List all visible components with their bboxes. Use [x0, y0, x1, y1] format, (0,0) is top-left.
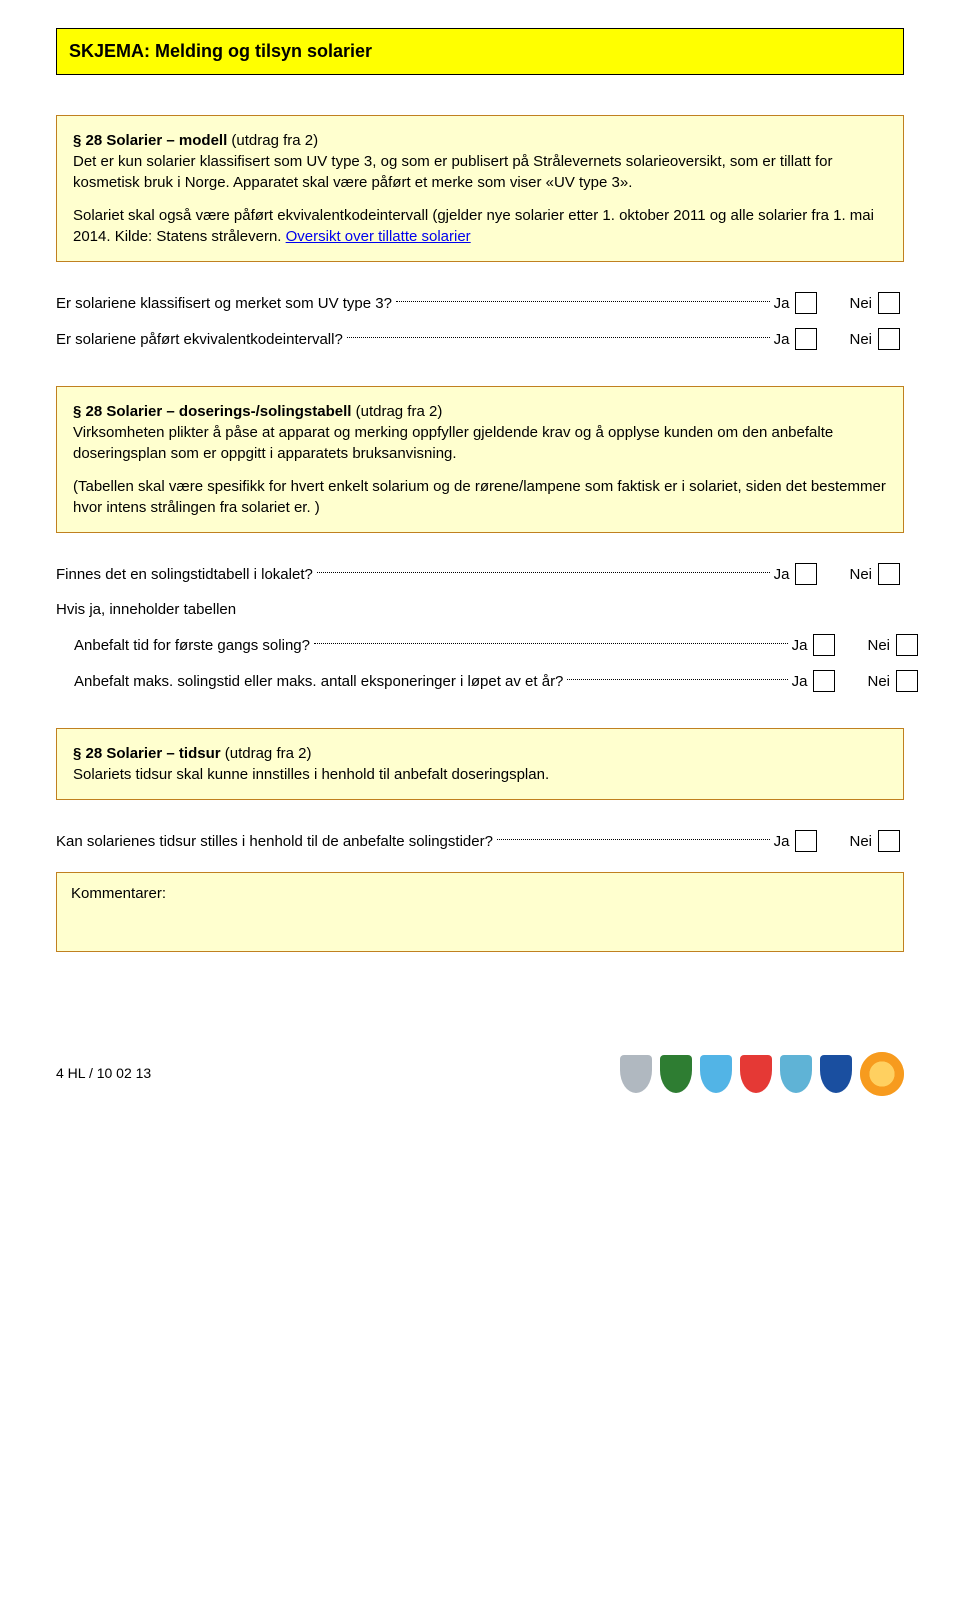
- box1-p1: Det er kun solarier klassifisert som UV …: [73, 153, 832, 191]
- box2-p1: Virksomheten plikter å påse at apparat o…: [73, 424, 833, 462]
- q5-text: Anbefalt maks. solingstid eller maks. an…: [74, 671, 563, 692]
- box1-p2a: Solariet skal også være påført ekvivalen…: [73, 207, 874, 245]
- sun-icon: [860, 1052, 904, 1096]
- leader-dots: [396, 301, 770, 302]
- ja-label: Ja: [774, 329, 790, 350]
- nei-label: Nei: [849, 564, 872, 585]
- leader-dots: [347, 337, 770, 338]
- question-row-5: Anbefalt maks. solingstid eller maks. an…: [74, 670, 922, 692]
- q6-text: Kan solarienes tidsur stilles i henhold …: [56, 831, 493, 852]
- shield-icon: [660, 1055, 692, 1093]
- box3-heading: § 28 Solarier – tidsur: [73, 745, 225, 762]
- q2-ja-checkbox[interactable]: [795, 328, 817, 350]
- shield-icon: [700, 1055, 732, 1093]
- ja-label: Ja: [774, 831, 790, 852]
- comments-label: Kommentarer:: [71, 885, 166, 902]
- info-box-timer: § 28 Solarier – tidsur (utdrag fra 2) So…: [56, 728, 904, 800]
- info-box-model: § 28 Solarier – modell (utdrag fra 2) De…: [56, 115, 904, 262]
- q6-nei-checkbox[interactable]: [878, 830, 900, 852]
- leader-dots: [497, 839, 770, 840]
- question-row-1: Er solariene klassifisert og merket som …: [56, 292, 904, 314]
- q1-ja-checkbox[interactable]: [795, 292, 817, 314]
- nei-label: Nei: [867, 635, 890, 656]
- nei-label: Nei: [867, 671, 890, 692]
- box1-subhead: (utdrag fra 2): [231, 132, 318, 149]
- info-box-dosing: § 28 Solarier – doserings-/solingstabell…: [56, 386, 904, 533]
- question-row-4: Anbefalt tid for første gangs soling? Ja…: [74, 634, 922, 656]
- ja-label: Ja: [792, 635, 808, 656]
- shield-icon: [780, 1055, 812, 1093]
- box3-subhead: (utdrag fra 2): [225, 745, 312, 762]
- box1-heading: § 28 Solarier – modell: [73, 132, 231, 149]
- ja-label: Ja: [792, 671, 808, 692]
- q1-text: Er solariene klassifisert og merket som …: [56, 293, 392, 314]
- question-row-2: Er solariene påført ekvivalentkodeinterv…: [56, 328, 904, 350]
- comments-box[interactable]: Kommentarer:: [56, 872, 904, 952]
- q3-nei-checkbox[interactable]: [878, 563, 900, 585]
- q3-text: Finnes det en solingstidtabell i lokalet…: [56, 564, 313, 585]
- shield-icon: [820, 1055, 852, 1093]
- q4-text: Anbefalt tid for første gangs soling?: [74, 635, 310, 656]
- ja-label: Ja: [774, 564, 790, 585]
- leader-dots: [314, 643, 788, 644]
- sub-label: Hvis ja, inneholder tabellen: [56, 599, 904, 620]
- leader-dots: [567, 679, 787, 680]
- q2-nei-checkbox[interactable]: [878, 328, 900, 350]
- q3-ja-checkbox[interactable]: [795, 563, 817, 585]
- nei-label: Nei: [849, 329, 872, 350]
- leader-dots: [317, 572, 770, 573]
- q1-nei-checkbox[interactable]: [878, 292, 900, 314]
- nei-label: Nei: [849, 293, 872, 314]
- box2-subhead: (utdrag fra 2): [356, 403, 443, 420]
- box2-p2: (Tabellen skal være spesifikk for hvert …: [73, 476, 887, 518]
- q5-ja-checkbox[interactable]: [813, 670, 835, 692]
- municipality-shields: [620, 1052, 904, 1096]
- ja-label: Ja: [774, 293, 790, 314]
- q4-nei-checkbox[interactable]: [896, 634, 918, 656]
- shield-icon: [620, 1055, 652, 1093]
- page-footer: 4 HL / 10 02 13: [56, 1052, 904, 1096]
- nei-label: Nei: [849, 831, 872, 852]
- shield-icon: [740, 1055, 772, 1093]
- box2-heading: § 28 Solarier – doserings-/solingstabell: [73, 403, 356, 420]
- q2-text: Er solariene påført ekvivalentkodeinterv…: [56, 329, 343, 350]
- question-row-3: Finnes det en solingstidtabell i lokalet…: [56, 563, 904, 585]
- page-number: 4 HL / 10 02 13: [56, 1064, 151, 1084]
- form-title: SKJEMA: Melding og tilsyn solarier: [56, 28, 904, 75]
- box3-p1: Solariets tidsur skal kunne innstilles i…: [73, 766, 549, 783]
- q5-nei-checkbox[interactable]: [896, 670, 918, 692]
- question-row-6: Kan solarienes tidsur stilles i henhold …: [56, 830, 904, 852]
- q6-ja-checkbox[interactable]: [795, 830, 817, 852]
- allowed-solariums-link[interactable]: Oversikt over tillatte solarier: [286, 228, 471, 245]
- q4-ja-checkbox[interactable]: [813, 634, 835, 656]
